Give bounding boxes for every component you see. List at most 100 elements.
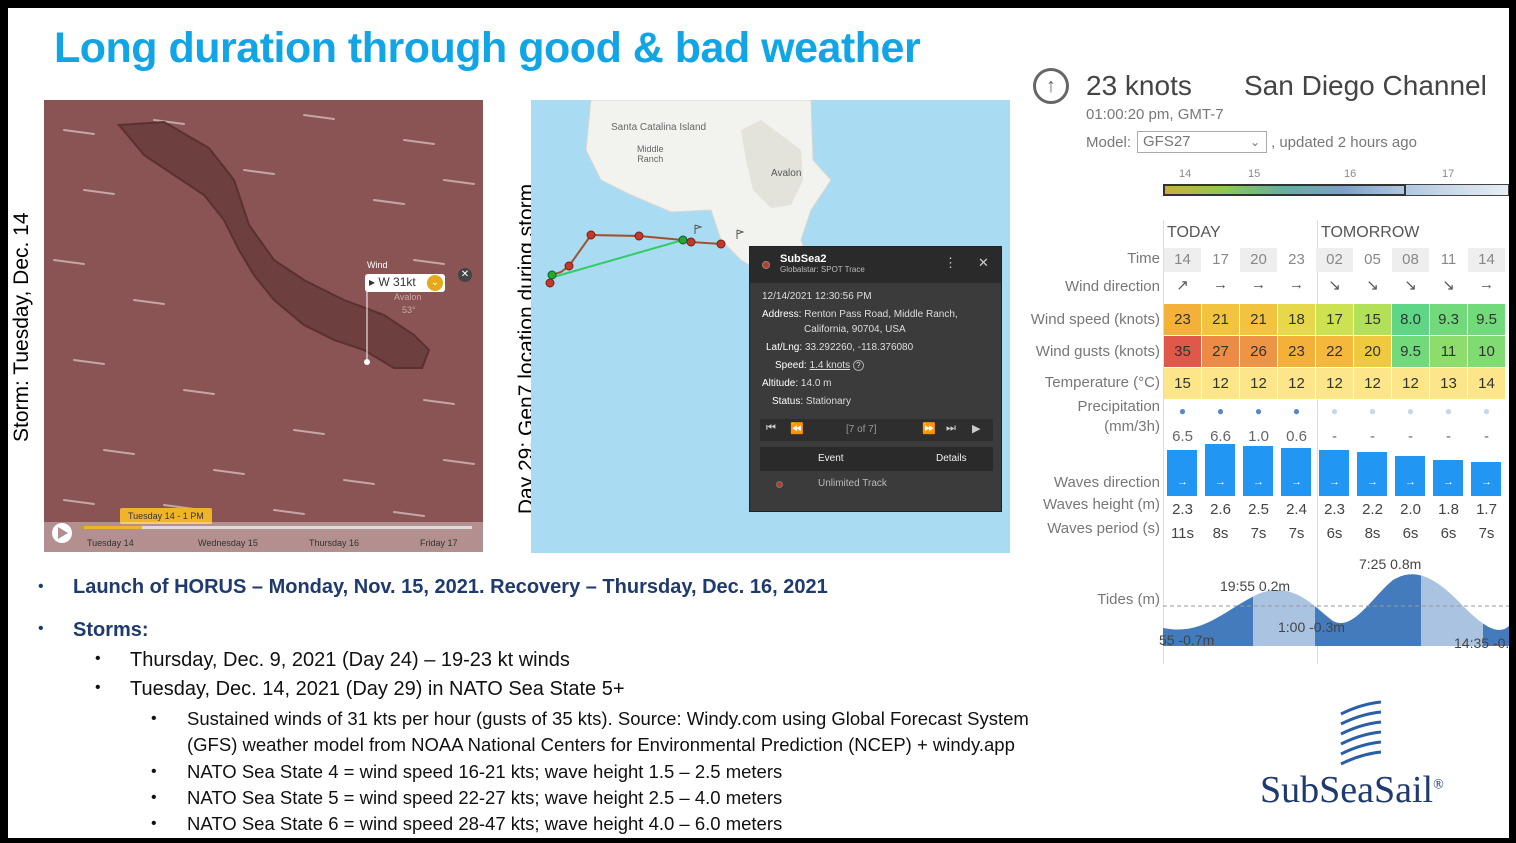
wind-gust-cell: 26 <box>1240 336 1277 367</box>
wave-bar <box>1243 446 1273 496</box>
timeline-bar[interactable]: Tuesday 14 Wednesday 15 Thursday 16 Frid… <box>44 522 483 552</box>
col-details: Details <box>936 453 967 464</box>
more-options-icon[interactable]: ⋮ <box>944 255 957 270</box>
model-value: GFS27 <box>1143 133 1191 150</box>
day-label: Thursday 16 <box>309 538 360 548</box>
wave-height-value: 2.3 <box>1324 501 1345 518</box>
wind-label: Wind <box>367 260 388 270</box>
precipitation-value: 6.5 <box>1172 428 1193 445</box>
pager-text: [7 of 7] <box>846 424 877 435</box>
day-tomorrow: TOMORROW <box>1321 224 1420 241</box>
label-temperature: Temperature (°C) <box>1044 374 1160 391</box>
tide-label: 7:25 0.8m <box>1359 556 1422 572</box>
wave-bar <box>1395 456 1425 496</box>
slide-title: Long duration through good & bad weather <box>54 24 921 72</box>
raindrop-icon: ● <box>1254 404 1263 418</box>
wind-speed-cell: 8.0 <box>1392 304 1429 335</box>
wind-streaks <box>52 114 475 543</box>
first-page-icon[interactable]: ⏮ <box>766 422 776 434</box>
precipitation-value: - <box>1370 428 1375 445</box>
wave-height-value: 2.4 <box>1286 501 1307 518</box>
wind-direction-arrow-icon: ↘ <box>1328 277 1341 294</box>
bullet-storms: Storms: <box>73 619 149 641</box>
wind-direction-arrow-icon: ↘ <box>1404 277 1417 294</box>
waves-direction-arrow-icon: → <box>1253 476 1264 488</box>
precipitation-value: - <box>1332 428 1337 445</box>
wave-height-value: 1.7 <box>1476 501 1497 518</box>
wind-gust-cell: 23 <box>1278 336 1315 367</box>
pager-bar: ⏮ ⏪ [7 of 7] ⏩ ⏭ ▶ <box>760 419 993 441</box>
latlng-value: 33.292260, -118.376080 <box>804 342 914 353</box>
day-label: Tuesday 14 <box>87 538 134 548</box>
close-icon[interactable]: ✕ <box>978 255 989 270</box>
time-chip[interactable]: Tuesday 14 - 1 PM <box>120 508 212 524</box>
map-label-middle-ranch: Middle Ranch <box>637 144 664 164</box>
wind-readout[interactable]: ▸ W 31kt ⌄ <box>365 274 445 292</box>
wind-direction-arrow-icon: → <box>1479 276 1494 293</box>
wave-height-value: 2.0 <box>1400 501 1421 518</box>
speed-value: 1.4 knots <box>809 360 851 371</box>
temperature-cell: 12 <box>1240 368 1277 399</box>
scale-tick: 14 <box>1179 168 1192 180</box>
popup-latlng-row: Lat/Lng: 33.292260, -118.376080 <box>766 342 913 353</box>
temperature-cell: 15 <box>1164 368 1201 399</box>
wave-height-value: 2.2 <box>1362 501 1383 518</box>
chevron-down-icon: ⌄ <box>427 275 443 291</box>
label-time: Time <box>1127 250 1160 267</box>
temperature-cell: 12 <box>1392 368 1429 399</box>
close-icon[interactable]: ✕ <box>458 268 472 282</box>
temperature-cell: 12 <box>1278 368 1315 399</box>
hour-cell: 08 <box>1392 248 1429 272</box>
label-wind-gusts: Wind gusts (knots) <box>1035 343 1160 360</box>
logo-text: SubSeaSail® <box>1260 768 1444 812</box>
wave-period-value: 7s <box>1250 525 1267 542</box>
waves-direction-arrow-icon: → <box>1215 476 1226 488</box>
model-select[interactable]: GFS27 ⌄ <box>1137 131 1267 153</box>
precipitation-value: - <box>1446 428 1451 445</box>
wind-speed-cell: 9.5 <box>1468 304 1505 335</box>
wind-speed-cell: 18 <box>1278 304 1315 335</box>
wind-direction-arrow-icon: ↘ <box>1442 277 1455 294</box>
bullet-detail-1-cont: (GFS) weather model from NOAA National C… <box>187 734 1015 755</box>
label-precipitation-unit: (mm/3h) <box>1104 418 1160 435</box>
wave-bar <box>1319 450 1349 496</box>
wave-period-value: 8s <box>1364 525 1381 542</box>
waves-direction-arrow-icon: → <box>1367 476 1378 488</box>
wind-speed-cell: 9.3 <box>1430 304 1467 335</box>
wave-height-value: 1.8 <box>1438 501 1459 518</box>
wind-direction-icon: ↑ <box>1033 68 1069 104</box>
play-icon[interactable]: ▶ <box>972 423 981 435</box>
status-value: Stationary <box>805 396 851 407</box>
day-label: Wednesday 15 <box>198 538 258 548</box>
next-page-icon[interactable]: ⏩ <box>922 423 936 435</box>
precipitation-value: - <box>1484 428 1489 445</box>
wind-speed-cell: 23 <box>1164 304 1201 335</box>
waves-direction-arrow-icon: → <box>1481 476 1492 488</box>
label-wind-speed: Wind speed (knots) <box>1030 311 1160 328</box>
help-icon[interactable]: ? <box>852 360 864 371</box>
label-waves-height: Waves height (m) <box>1043 496 1160 513</box>
bullet-launch: Launch of HORUS – Monday, Nov. 15, 2021.… <box>73 576 828 598</box>
bullet-storm-2: Tuesday, Dec. 14, 2021 (Day 29) in NATO … <box>130 678 625 700</box>
raindrop-icon: ● <box>1292 404 1301 418</box>
popup-speed-row: Speed: 1.4 knots ? <box>775 360 864 371</box>
prev-page-icon[interactable]: ⏪ <box>790 423 804 435</box>
wave-bar <box>1281 448 1311 496</box>
hour-cell: 20 <box>1240 248 1277 272</box>
location-name: San Diego Channel <box>1244 70 1487 101</box>
wind-speed-cell: 15 <box>1354 304 1391 335</box>
temperature-label: 53° <box>402 305 416 315</box>
last-page-icon[interactable]: ⏭ <box>946 422 956 434</box>
day-divider <box>1317 220 1318 664</box>
waves-direction-arrow-icon: → <box>1405 476 1416 488</box>
timeline-window[interactable] <box>1163 184 1406 196</box>
wave-period-value: 11s <box>1170 525 1195 542</box>
updated-text: , updated 2 hours ago <box>1271 134 1417 151</box>
bullet-dot: • <box>151 815 157 832</box>
wave-height-value: 2.5 <box>1248 501 1269 518</box>
event-row[interactable]: Unlimited Track <box>760 473 993 497</box>
hour-cell: 17 <box>1212 251 1229 268</box>
waves-direction-arrow-icon: → <box>1329 476 1340 488</box>
waves-direction-arrow-icon: → <box>1443 476 1454 488</box>
tracker-icon <box>762 261 770 269</box>
